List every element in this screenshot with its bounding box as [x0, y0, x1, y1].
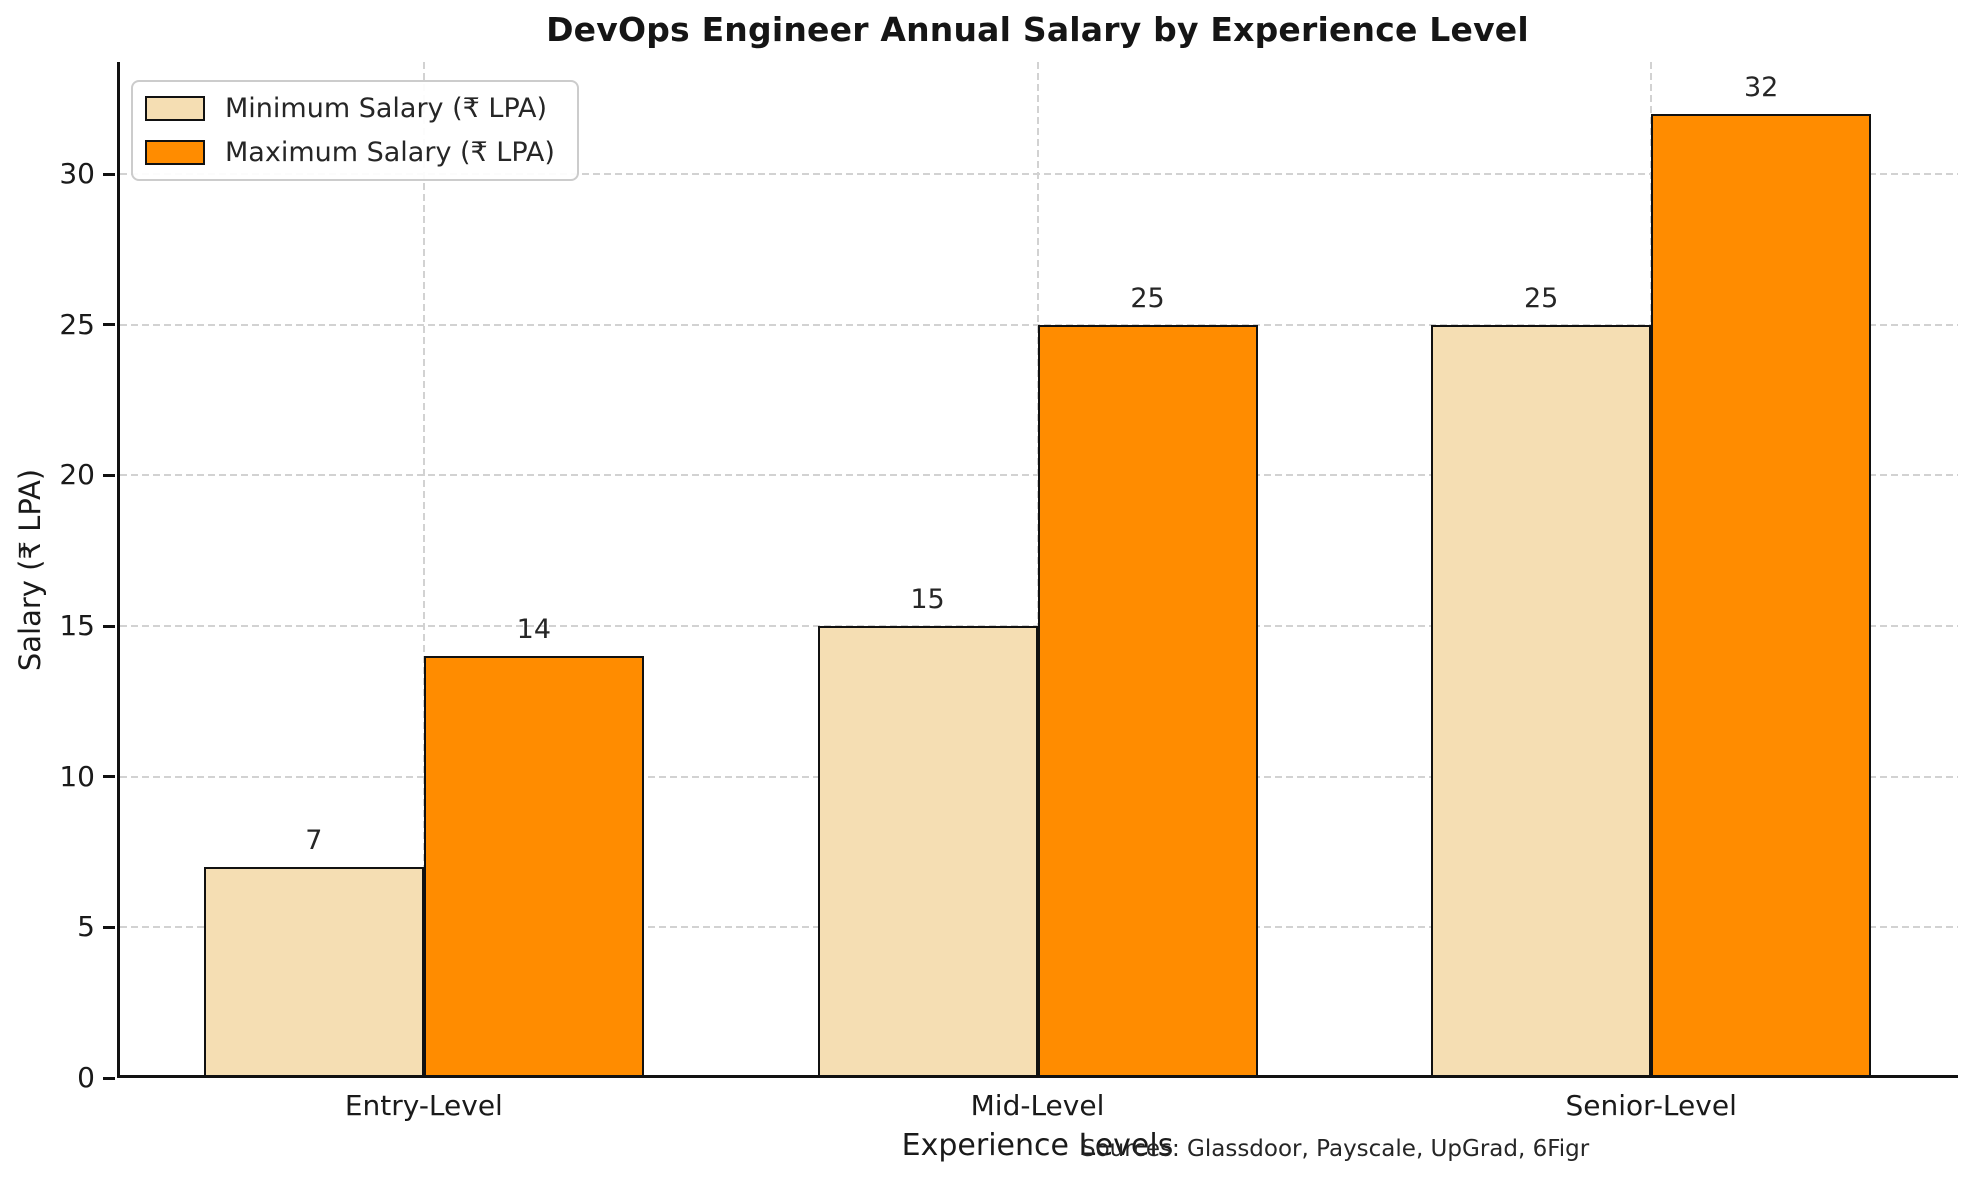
legend-swatch-minimum	[145, 96, 205, 122]
legend-item-minimum: Minimum Salary (₹ LPA)	[145, 94, 555, 124]
source-note: Sources: Glassdoor, Payscale, UpGrad, 6F…	[1081, 1136, 1590, 1162]
bar-value-label: 25	[1130, 282, 1165, 314]
x-tick-label: Entry-Level	[344, 1089, 503, 1122]
plot-area: Minimum Salary (₹ LPA) Maximum Salary (₹…	[59, 62, 1958, 1120]
bar-maximum-salary	[1037, 324, 1258, 1078]
bar-value-label: 32	[1743, 71, 1779, 103]
x-tick-label: Senior-Level	[1565, 1089, 1737, 1122]
x-axis-label: Experience Levels	[901, 1128, 1174, 1163]
y-axis-label: Salary (₹ LPA)	[13, 468, 47, 672]
bar-value-label: 25	[1523, 282, 1559, 314]
y-tick-mark	[103, 925, 115, 929]
legend-item-maximum: Maximum Salary (₹ LPA)	[145, 136, 555, 168]
bar-minimum-salary	[203, 867, 424, 1078]
gridline-horizontal	[120, 323, 1958, 326]
y-tick-mark	[103, 1076, 115, 1080]
bar-minimum-salary	[817, 626, 1038, 1078]
chart-title: DevOps Engineer Annual Salary by Experie…	[546, 10, 1529, 49]
y-tick-label: 15	[59, 609, 95, 643]
legend-swatch-maximum	[145, 140, 205, 166]
legend-label-maximum: Maximum Salary (₹ LPA)	[225, 136, 555, 168]
gridline-vertical	[422, 62, 425, 1075]
y-tick-mark	[103, 624, 115, 628]
y-axis-spine	[117, 62, 120, 1078]
x-axis-spine	[117, 1075, 1958, 1078]
bar-value-label: 15	[910, 584, 945, 616]
y-tick-label: 20	[59, 458, 95, 492]
y-tick-mark	[103, 323, 115, 327]
bar-value-label: 14	[516, 614, 551, 646]
gridline-horizontal	[120, 173, 1958, 176]
y-tick-label: 0	[77, 1061, 95, 1094]
y-tick-mark	[103, 172, 115, 176]
x-tick-label: Mid-Level	[970, 1089, 1105, 1122]
y-tick-label: 25	[59, 307, 95, 341]
y-tick-mark	[103, 775, 115, 779]
bar-maximum-salary	[1651, 113, 1872, 1078]
bar-minimum-salary	[1431, 324, 1652, 1078]
legend: Minimum Salary (₹ LPA) Maximum Salary (₹…	[131, 80, 579, 182]
y-tick-label: 5	[77, 910, 95, 944]
bar-maximum-salary	[423, 656, 644, 1078]
legend-label-minimum: Minimum Salary (₹ LPA)	[225, 93, 547, 124]
y-tick-label: 10	[59, 759, 95, 793]
y-tick-label: 30	[59, 157, 95, 191]
y-tick-mark	[103, 473, 115, 477]
bar-value-label: 7	[305, 825, 323, 857]
